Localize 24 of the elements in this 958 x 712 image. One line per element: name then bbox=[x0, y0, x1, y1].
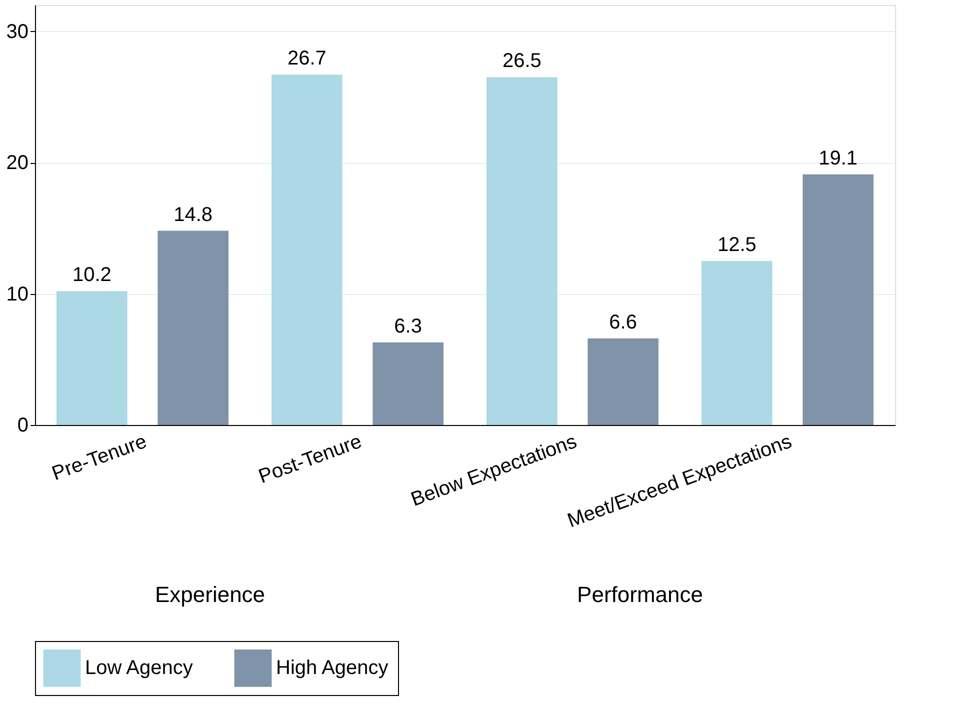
y-tick-label: 30 bbox=[6, 20, 28, 43]
bar bbox=[372, 342, 444, 425]
data-label: 26.5 bbox=[502, 50, 542, 72]
legend-label: Low Agency bbox=[85, 657, 193, 680]
bar bbox=[588, 338, 658, 425]
data-label: 26.7 bbox=[287, 48, 326, 70]
text: Performance bbox=[577, 582, 703, 607]
bar bbox=[56, 291, 128, 425]
data-label: 14.8 bbox=[174, 204, 213, 226]
data-label: 6.6 bbox=[609, 311, 637, 334]
data-label: 12.5 bbox=[717, 234, 756, 256]
bar bbox=[702, 260, 772, 425]
bar bbox=[486, 77, 558, 425]
data-label: 10.2 bbox=[72, 264, 112, 286]
text: Experience bbox=[154, 582, 266, 607]
y-tick-label: 0 bbox=[17, 414, 28, 436]
y-tick-label: 10 bbox=[6, 283, 28, 306]
y-tick-label: 20 bbox=[6, 152, 28, 174]
bar bbox=[802, 174, 874, 425]
data-label: 19.1 bbox=[818, 147, 858, 170]
bar bbox=[272, 74, 342, 425]
legend-label: High Agency bbox=[276, 657, 388, 680]
data-label: 6.3 bbox=[394, 315, 422, 338]
bar bbox=[158, 230, 228, 425]
